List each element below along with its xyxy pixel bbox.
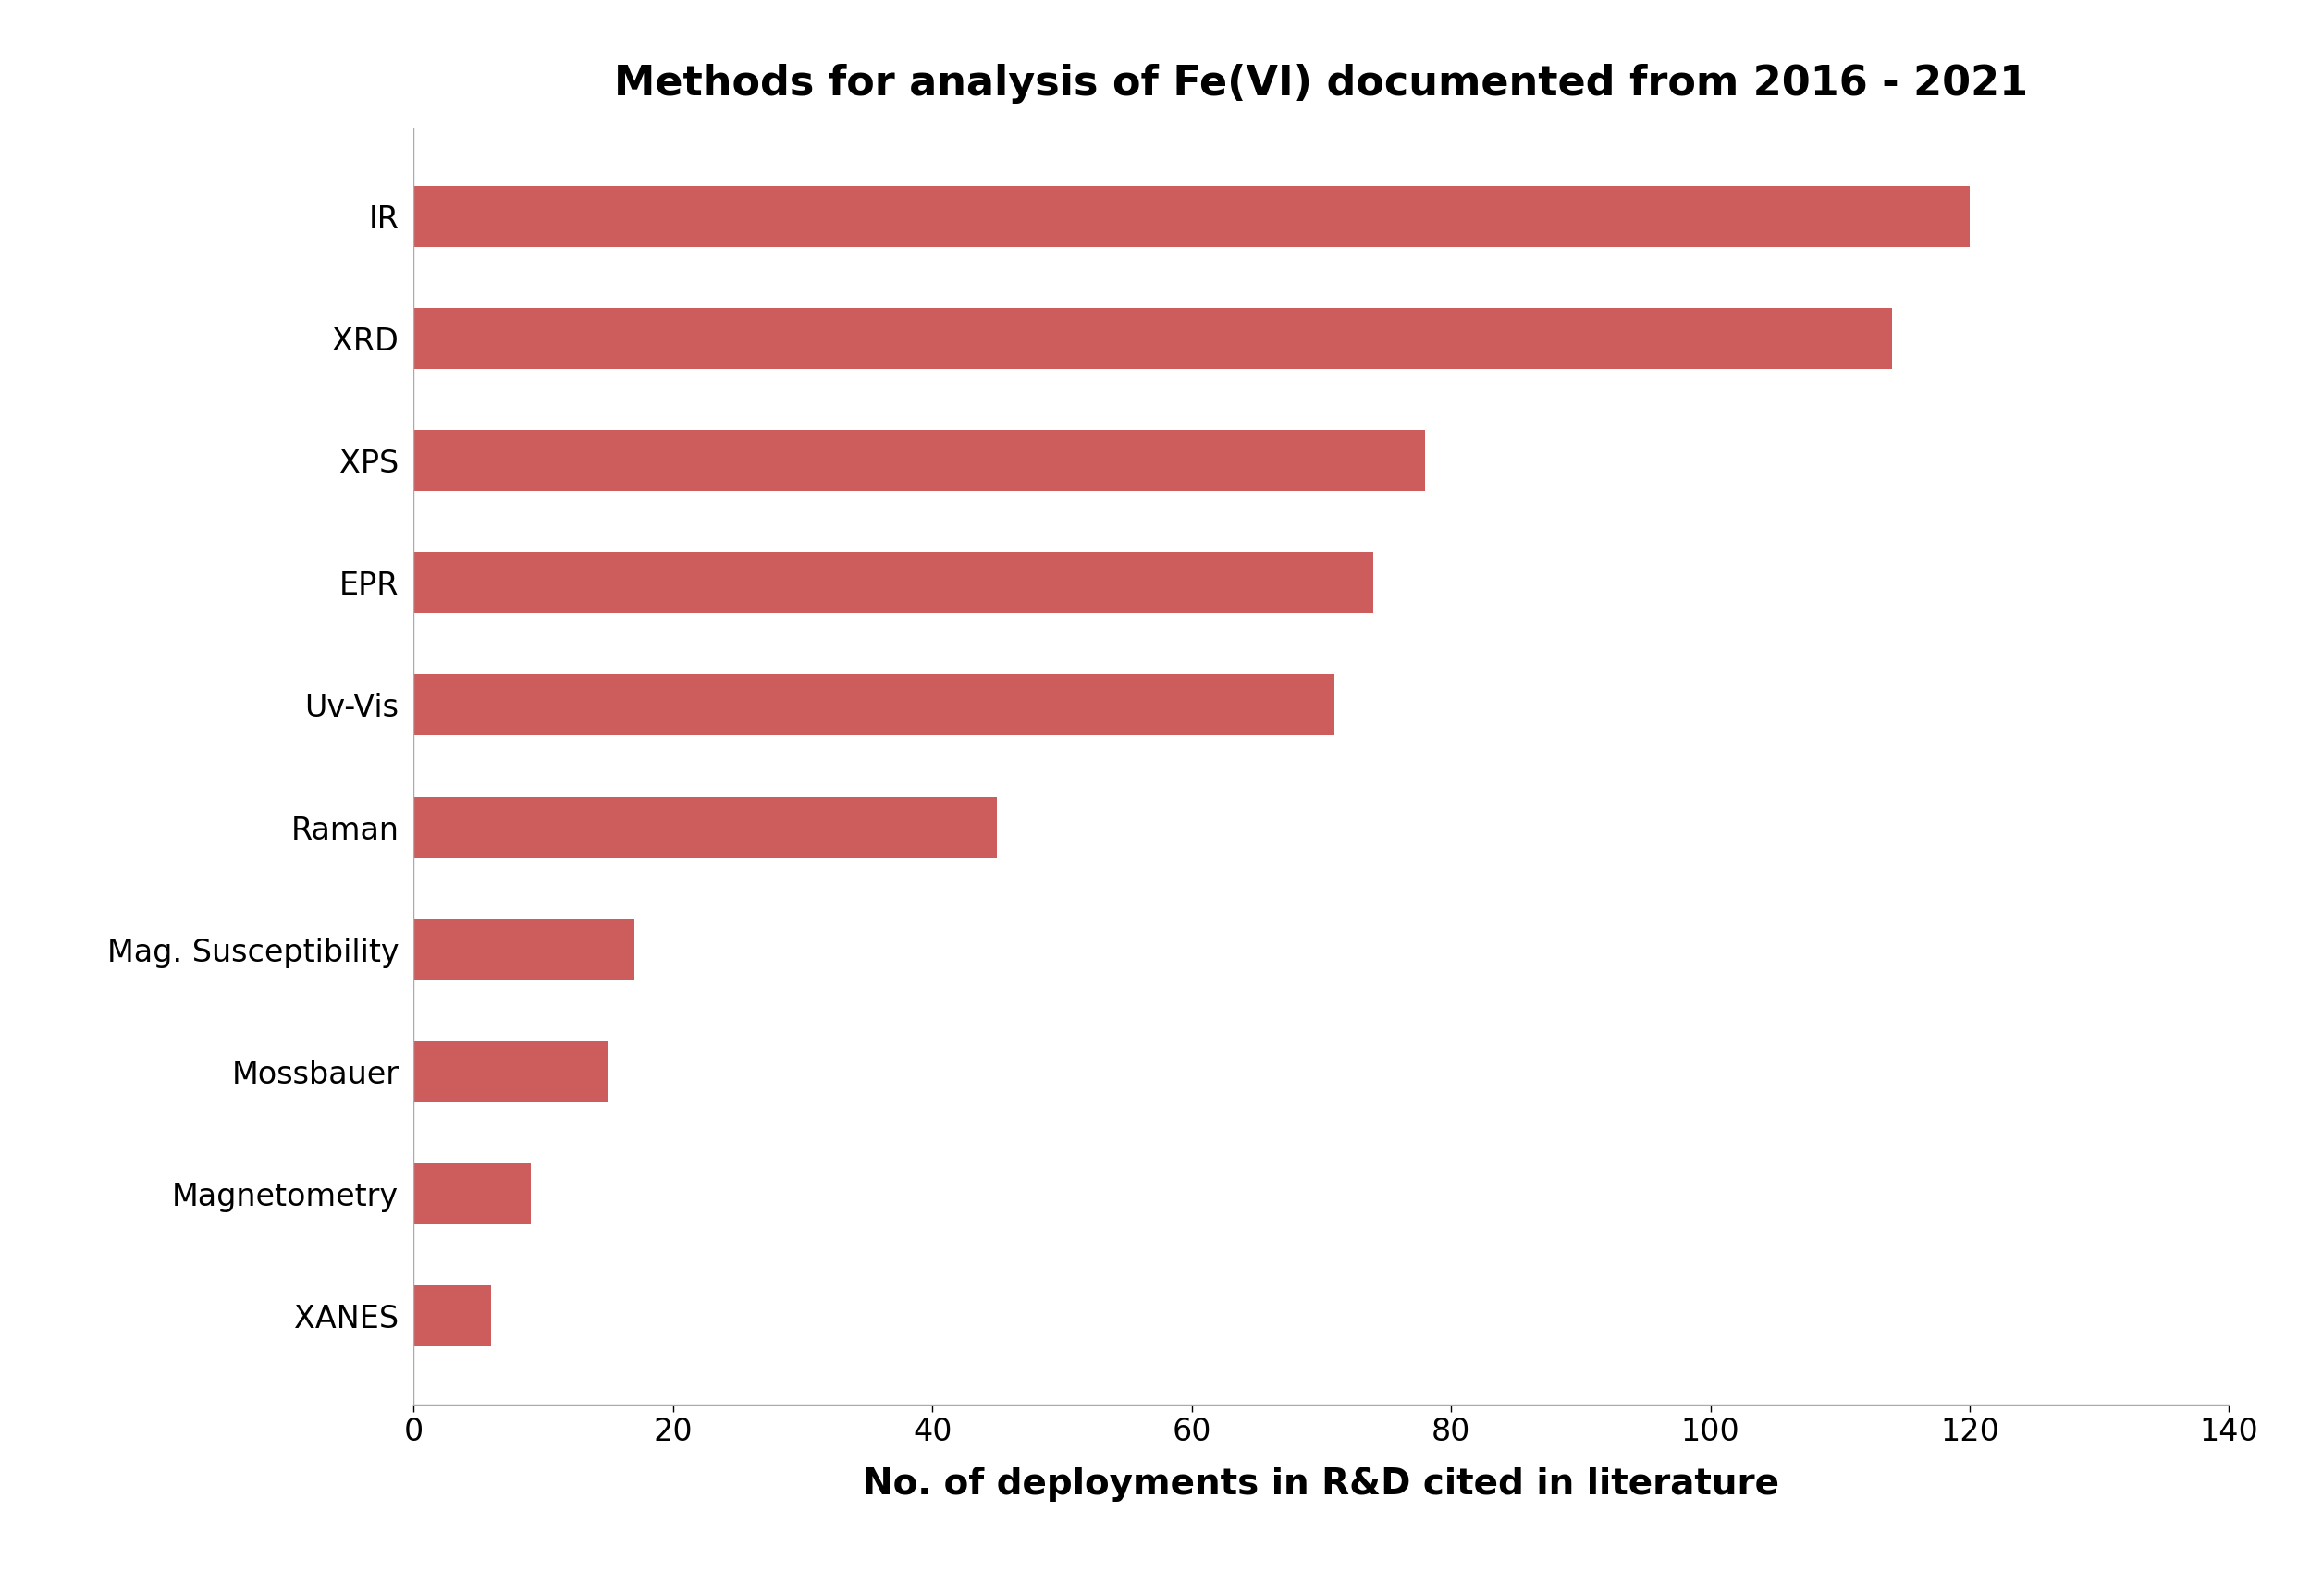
Bar xyxy=(414,675,1335,736)
Bar xyxy=(414,308,1891,369)
X-axis label: No. of deployments in R&D cited in literature: No. of deployments in R&D cited in liter… xyxy=(864,1467,1779,1502)
Bar xyxy=(414,552,1374,613)
Title: Methods for analysis of Fe(VI) documented from 2016 - 2021: Methods for analysis of Fe(VI) documente… xyxy=(614,64,2029,104)
Bar xyxy=(414,1285,492,1347)
Bar xyxy=(414,185,1969,247)
Bar xyxy=(414,1041,609,1103)
Bar xyxy=(414,796,997,857)
Bar xyxy=(414,919,634,980)
Bar xyxy=(414,429,1425,492)
Bar xyxy=(414,1163,531,1224)
